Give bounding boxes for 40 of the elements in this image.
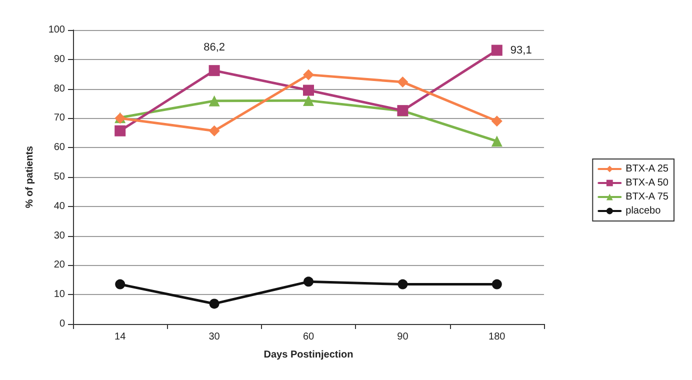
x-tick-label: 60: [302, 332, 314, 342]
point: [491, 116, 502, 127]
x-tick-label: 90: [397, 332, 409, 342]
point: [209, 298, 220, 309]
data-label: 93,1: [510, 44, 532, 56]
y-tick-label: 90: [54, 54, 66, 65]
y-tick-label: 70: [54, 112, 66, 124]
legend-label: BTX-A 25: [626, 164, 669, 174]
x-tick-label: 14: [114, 332, 126, 342]
legend-label: placebo: [626, 206, 662, 216]
y-tick-label: 50: [54, 172, 66, 182]
y-tick-label: 30: [54, 230, 66, 242]
point: [208, 95, 220, 106]
point: [491, 136, 502, 147]
y-tick-label: 20: [54, 260, 66, 271]
point: [491, 44, 502, 56]
y-tick-label: 40: [54, 200, 66, 212]
legend-label: BTX-A 50: [626, 178, 669, 188]
data-label: 86,2: [204, 42, 226, 54]
y-tick-label: 60: [54, 142, 66, 154]
point: [303, 84, 314, 96]
y-axis-title: % of patients: [24, 145, 36, 208]
x-tick-label: 180: [488, 332, 506, 342]
point: [492, 279, 502, 290]
point: [115, 279, 126, 290]
point: [304, 276, 314, 287]
point: [208, 65, 220, 76]
point: [114, 125, 126, 136]
point: [208, 125, 220, 136]
y-tick-label: 80: [54, 83, 66, 94]
x-tick-label: 30: [208, 332, 220, 342]
point: [303, 69, 314, 80]
point: [303, 95, 314, 106]
point: [397, 76, 408, 88]
point: [398, 279, 408, 290]
legend-label: BTX-A 75: [626, 192, 669, 202]
y-tick-label: 10: [54, 289, 66, 300]
y-tick-label: 0: [59, 318, 66, 330]
x-axis-title: Days Postinjection: [264, 350, 354, 360]
y-tick-label: 100: [48, 24, 66, 36]
